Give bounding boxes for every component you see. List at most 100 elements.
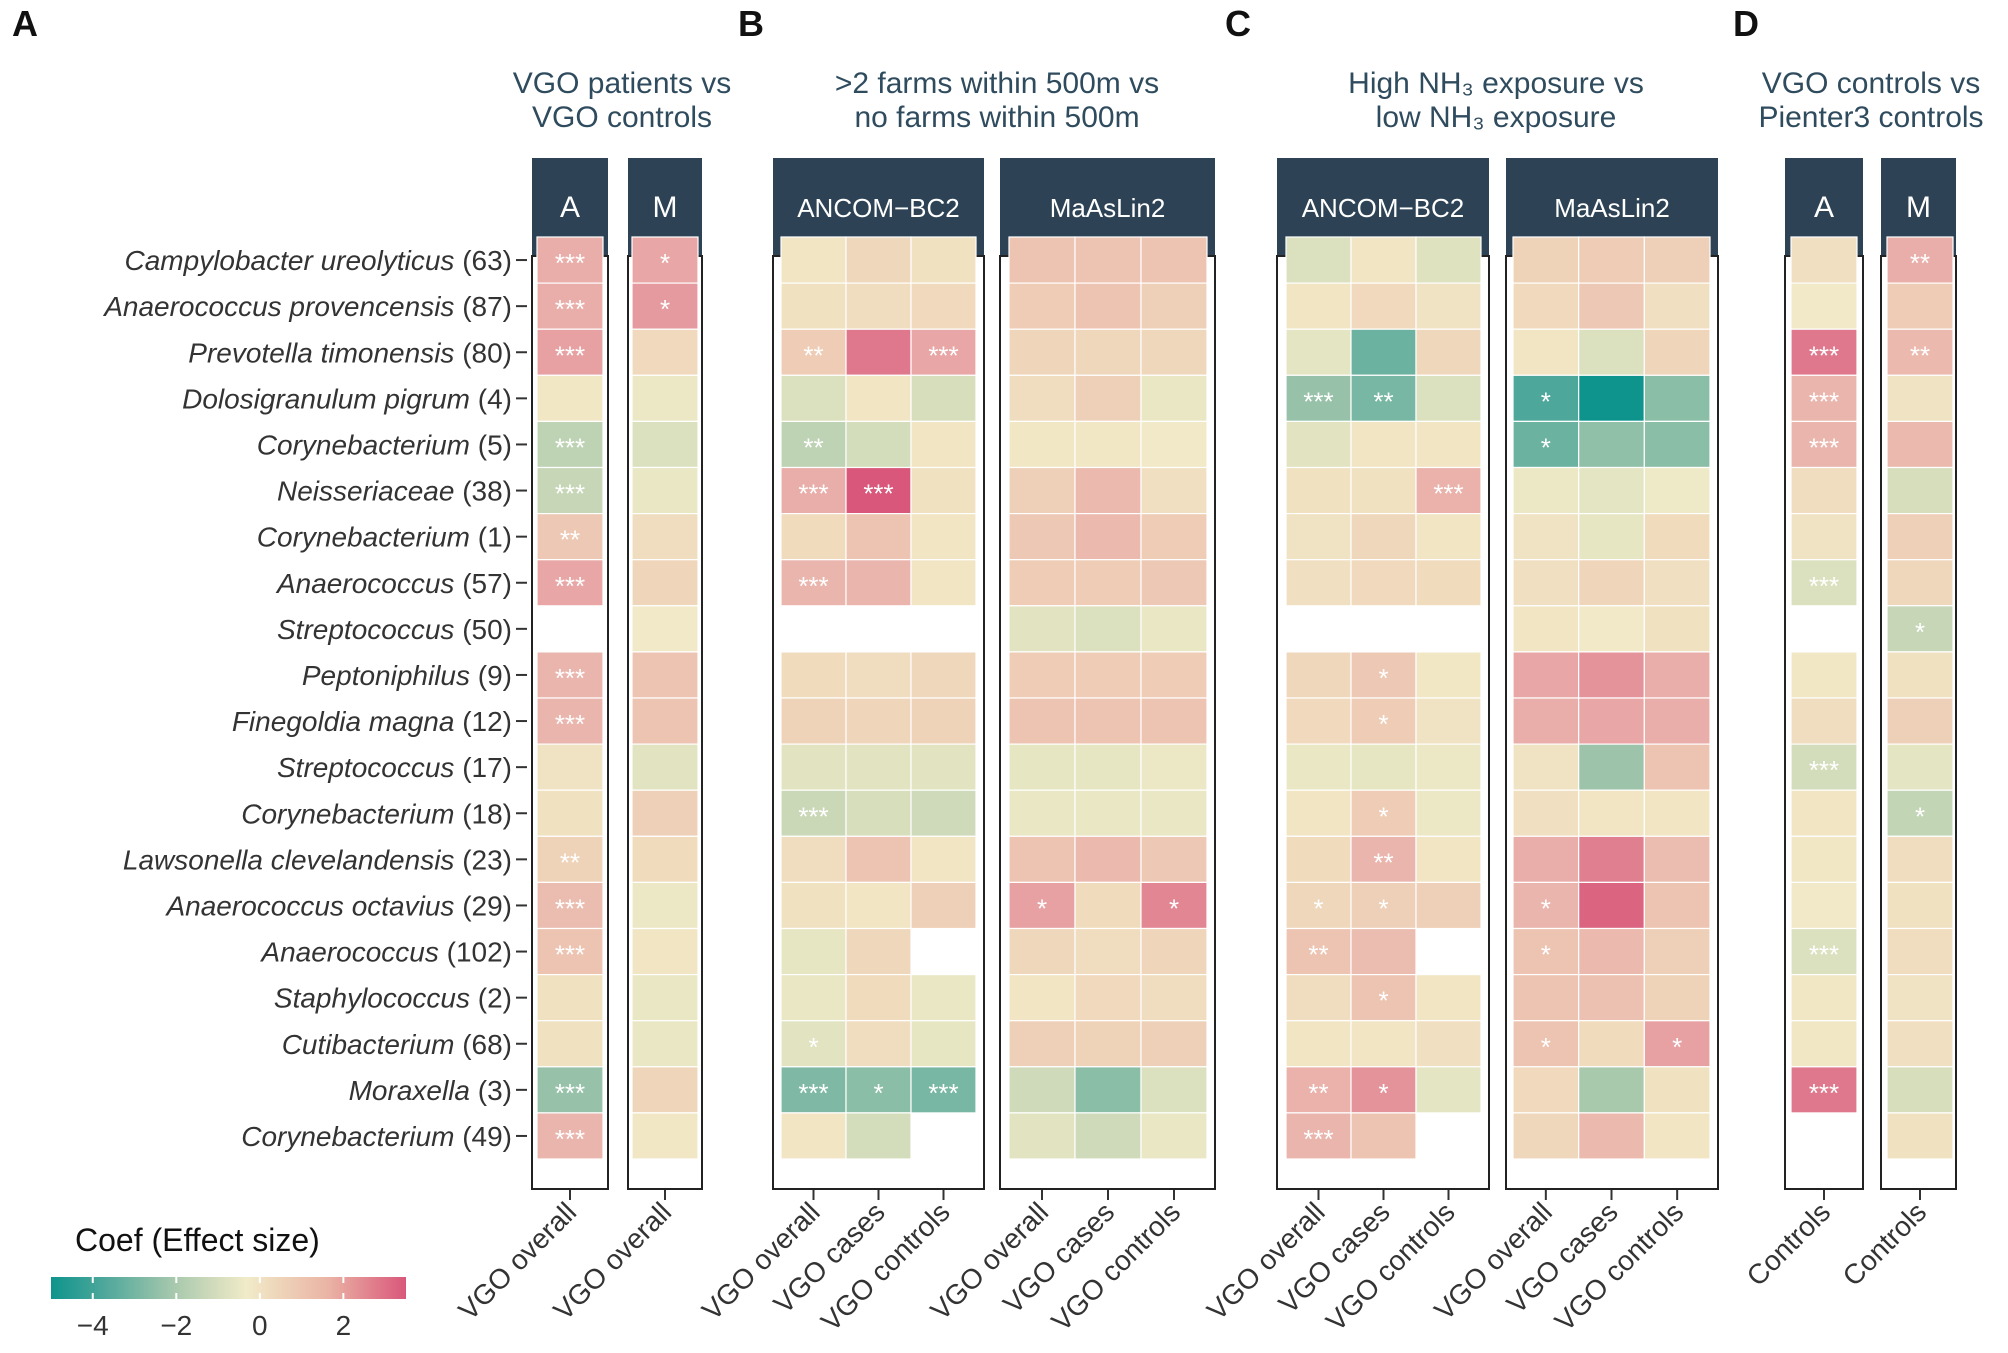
heatmap-cell [1140,973,1208,1022]
heatmap-cell [536,374,604,422]
significance-stars: *** [1433,479,1463,509]
heatmap-cell [631,328,699,376]
heatmap-cell [1074,374,1142,422]
heatmap-cell [1140,697,1208,745]
heatmap-cell [631,1066,699,1114]
heatmap-cell [1074,697,1142,745]
panel-title-b-line1: >2 farms within 500m vs [835,67,1159,100]
heatmap-cell [1350,1112,1417,1160]
heatmap-cell [1886,927,1954,976]
heatmap-cell [631,789,699,837]
heatmap-cell [845,927,912,976]
heatmap-cell [1074,651,1142,699]
heatmap-cell [1578,743,1645,791]
heatmap-cell [1578,1112,1645,1160]
significance-stars: *** [555,940,585,970]
heatmap-cell [1578,835,1645,883]
heatmap-cell [1008,697,1076,745]
heatmap-cell [1643,973,1711,1022]
heatmap-cell [1008,973,1076,1022]
heatmap-cell [1886,466,1954,515]
heatmap-cell [1008,835,1076,883]
legend-tick-label: −2 [160,1310,192,1341]
heatmap-cell [1285,1020,1352,1068]
row-label-count: (17) [454,752,512,783]
significance-stars: *** [555,479,585,509]
significance-stars: * [1541,432,1551,462]
method-header-label: MaAsLin2 [1554,193,1670,223]
row-label-count: (29) [454,890,512,921]
method-header-label: A [1814,191,1834,224]
heatmap-cell [1285,420,1352,469]
row-label-count: (23) [454,844,512,875]
heatmap-cell [780,374,847,422]
heatmap-cell [631,881,699,930]
heatmap-cell [780,789,847,837]
panel-title-a: VGO patients vs VGO controls [513,67,731,134]
heatmap-cell [1578,1066,1645,1114]
heatmap-cell [536,835,604,883]
heatmap-cell [780,282,847,330]
method-header-label: A [560,191,580,224]
significance-stars: *** [555,248,585,278]
method-header-label: ANCOM−BC2 [797,193,960,223]
heatmap-cell [1643,1020,1711,1068]
heatmap-cell [1350,236,1417,284]
heatmap-cell [1415,559,1482,607]
significance-stars: *** [555,709,585,739]
row-label-count: (2) [470,983,512,1014]
heatmap-cell [1415,835,1482,883]
heatmap-cell [1643,420,1711,469]
heatmap-cell [1415,743,1482,791]
significance-stars: * [1378,663,1388,693]
row-label-taxon: Anaerococcus octavius [164,890,454,921]
heatmap-cell [1074,328,1142,376]
row-label: Anaerococcus (57) [275,568,512,599]
heatmap-cell [1140,374,1208,422]
heatmap-cell [1008,1066,1076,1114]
heatmap-cell [1285,1066,1352,1114]
heatmap-cell [1790,374,1858,422]
row-label-taxon: Anaerococcus [275,568,454,599]
significance-stars: * [1378,893,1388,923]
heatmap-cell [1415,512,1482,561]
heatmap-cell [1643,743,1711,791]
significance-stars: *** [798,1078,828,1108]
heatmap-cell [1285,236,1352,284]
heatmap-cell [1578,236,1645,284]
heatmap-cell [1285,1112,1352,1160]
heatmap-cell [536,466,604,515]
heatmap-cell [631,1112,699,1160]
heatmap-cell [1140,651,1208,699]
heatmap-cell [1008,789,1076,837]
heatmap-cell [1643,697,1711,745]
heatmap-cell [1512,605,1580,653]
row-label: Moraxella (3) [349,1075,512,1106]
row-label-taxon: Dolosigranulum pigrum [182,383,470,414]
significance-stars: ** [1373,386,1393,416]
heatmap-cell [1578,789,1645,837]
significance-stars: ** [1910,248,1930,278]
heatmap-cell [1285,374,1352,422]
heatmap-cell [1285,835,1352,883]
heatmap-cell [631,374,699,422]
significance-stars: * [873,1078,883,1108]
heatmap-cell [1512,466,1580,515]
panel-title-a-line2: VGO controls [532,101,712,134]
color-legend: Coef (Effect size) −4 −2 0 2 [51,1222,406,1341]
heatmap-cell [1790,651,1858,699]
heatmap-cell [1886,328,1954,376]
heatmap-cell [1415,789,1482,837]
row-label: Campylobacter ureolyticus (63) [125,245,513,276]
significance-stars: * [1541,386,1551,416]
row-label: Peptoniphilus (9) [302,660,512,691]
row-label-taxon: Moraxella [349,1075,470,1106]
heatmap-cell [1140,881,1208,930]
heatmap-cell [1350,743,1417,791]
heatmap-cell [1643,1066,1711,1114]
heatmap-cell [1350,420,1417,469]
heatmap-cell [780,697,847,745]
significance-stars: ** [1910,340,1930,370]
heatmap-cell [1350,1066,1417,1114]
heatmap-cell [1886,420,1954,469]
